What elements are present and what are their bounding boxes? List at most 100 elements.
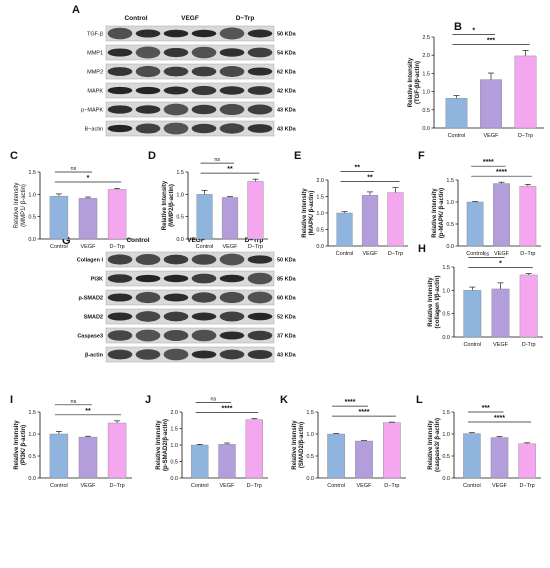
y-tick-label-h-0: 0.0 [442, 335, 450, 341]
panel-label-j: J [145, 394, 151, 406]
blot-band-g-0-1 [135, 254, 161, 265]
bar-f-0 [466, 201, 484, 247]
blot-band-g-5-0 [107, 349, 133, 360]
y-tick-label-l-1: 0.5 [442, 454, 450, 460]
y-tick-label-e-1: 0.5 [316, 228, 324, 234]
panel-label-e: E [294, 150, 301, 162]
blot-size-a-0: 50 KDa [277, 32, 297, 38]
sig-label-i-0: ns [71, 399, 77, 405]
panel-label-k: K [280, 394, 288, 406]
x-tick-label-k-1: VEGF [357, 483, 373, 489]
blot-band-g-3-0 [107, 312, 133, 321]
bar-k-2 [383, 422, 401, 479]
x-tick-label-h-2: D-Trp [522, 342, 536, 348]
y-tick-label-e-4: 2.0 [316, 178, 324, 184]
blot-band-g-1-5 [247, 272, 273, 285]
sig-label-i-1: ** [85, 408, 91, 415]
blot-band-a-5-1 [135, 123, 161, 134]
blot-band-a-5-0 [107, 124, 133, 133]
x-tick-label-j-0: Control [191, 483, 209, 489]
y-tick-label-e-3: 1.5 [316, 195, 324, 201]
y-axis-label-k-0: Relative Intensity [292, 420, 298, 470]
blot-band-a-5-2 [163, 122, 189, 135]
blot-band-g-4-3 [191, 329, 217, 342]
panel-label-i: I [10, 394, 13, 406]
sig-label-b-1: *** [487, 37, 495, 44]
bar-d-0 [196, 194, 213, 240]
sig-label-l-0: *** [482, 405, 490, 412]
blot-size-g-2: 60 KDa [277, 296, 297, 302]
blot-size-g-0: 50 KDa [277, 258, 297, 264]
blot-marker-g-1: PI3K [91, 277, 103, 283]
y-tick-label-i-3: 1.5 [28, 410, 36, 416]
y-tick-label-h-2: 1.0 [442, 288, 450, 294]
sig-label-j-1: **** [222, 406, 233, 413]
blot-size-a-3: 42 KDa [277, 89, 297, 95]
blot-band-g-2-0 [107, 293, 133, 302]
chart-l: L 0.0 0.5 1.0 1.5 Relative Intensity (caspase3… [416, 394, 541, 489]
blot-band-a-3-5 [247, 86, 273, 95]
y-tick-label-k-3: 1.5 [306, 410, 314, 416]
blot-size-g-4: 37 KDa [277, 334, 297, 340]
blot-marker-a-3: MAPK [87, 89, 103, 95]
chart-i: I 0.0 0.5 1.0 1.5 Relative Intensity (PI3K/ β-… [10, 394, 132, 489]
blot-band-g-1-3 [191, 273, 217, 284]
y-axis-label-h-1: (collagen I/β-actin) [435, 275, 441, 328]
y-tick-label-i-2: 1.0 [28, 432, 36, 438]
sig-label-j-0: ns [210, 397, 216, 403]
sig-label-f-0: **** [483, 159, 494, 166]
blot-marker-g-0: Collagen I [77, 258, 104, 264]
bar-k-1 [355, 440, 373, 479]
chart-j: J 0.0 0.5 1.0 1.5 2.0 Relative Intensity (p-SMA… [145, 394, 268, 489]
x-tick-label-c-0: Control [50, 244, 68, 250]
blot-band-a-4-2 [163, 103, 189, 116]
blot-band-a-3-4 [219, 86, 245, 95]
blot-band-g-2-2 [163, 293, 189, 302]
y-axis-label-j-1: (p-SMAD2/β-actin) [163, 419, 169, 471]
chart-b: B 0.0 0.5 1.0 1.5 2.0 2.5 Relative Intensity (TG… [408, 21, 544, 139]
blot-marker-a-1: MMP1 [87, 51, 103, 57]
blot-band-a-4-4 [219, 103, 245, 116]
blot-band-a-2-5 [247, 67, 273, 76]
sig-label-h-0: ns [484, 252, 490, 258]
y-tick-label-h-1: 0.5 [442, 312, 450, 318]
bar-b-0 [445, 97, 468, 129]
chart-c: C 0.0 0.5 1.0 1.5 Relative Intensity (MMP1/ β-… [10, 150, 132, 250]
blot-band-a-1-0 [107, 48, 133, 57]
lane-label-a-2: D−Trp [236, 15, 255, 22]
y-tick-label-f-3: 1.5 [446, 178, 454, 184]
y-axis-label-j-0: Relative Intensity [156, 420, 162, 470]
bar-h-2 [519, 274, 538, 338]
y-tick-label-b-5: 2.5 [422, 35, 430, 41]
blot-size-g-3: 52 KDa [277, 315, 297, 321]
y-tick-label-d-3: 1.5 [176, 170, 184, 176]
blot-marker-a-4: p−MAPK [81, 108, 103, 114]
x-tick-label-l-1: VEGF [492, 483, 508, 489]
panel-label-c: C [10, 150, 18, 162]
bar-f-1 [493, 183, 510, 247]
panel-label-h: H [418, 243, 426, 255]
sig-label-c-0: ns [71, 166, 77, 172]
bar-j-2 [245, 419, 263, 479]
blot-band-g-0-0 [107, 254, 133, 265]
bar-j-1 [218, 444, 236, 479]
y-axis-label-c-1: (MMP1/ β-actin) [21, 184, 27, 227]
blot-marker-g-4: Caspase3 [77, 334, 103, 340]
lane-label-g-2: D−Trp [245, 237, 264, 244]
bar-l-2 [518, 443, 536, 479]
blot-marker-a-0: TGF-β [87, 32, 103, 38]
y-tick-label-e-2: 1.0 [316, 211, 324, 217]
y-tick-label-l-2: 1.0 [442, 432, 450, 438]
panel-label-f: F [418, 150, 425, 162]
blot-band-a-5-3 [191, 123, 217, 134]
panel-label-g: G [62, 235, 71, 247]
x-tick-label-d-1: VEGF [223, 244, 239, 250]
bar-c-0 [49, 195, 69, 240]
blot-band-a-1-4 [219, 48, 245, 57]
bar-h-1 [491, 288, 510, 338]
sig-label-e-0: ** [355, 165, 361, 172]
panel-label-l: L [416, 394, 423, 406]
blot-band-g-0-3 [191, 254, 217, 265]
blot-band-g-3-3 [191, 312, 217, 321]
